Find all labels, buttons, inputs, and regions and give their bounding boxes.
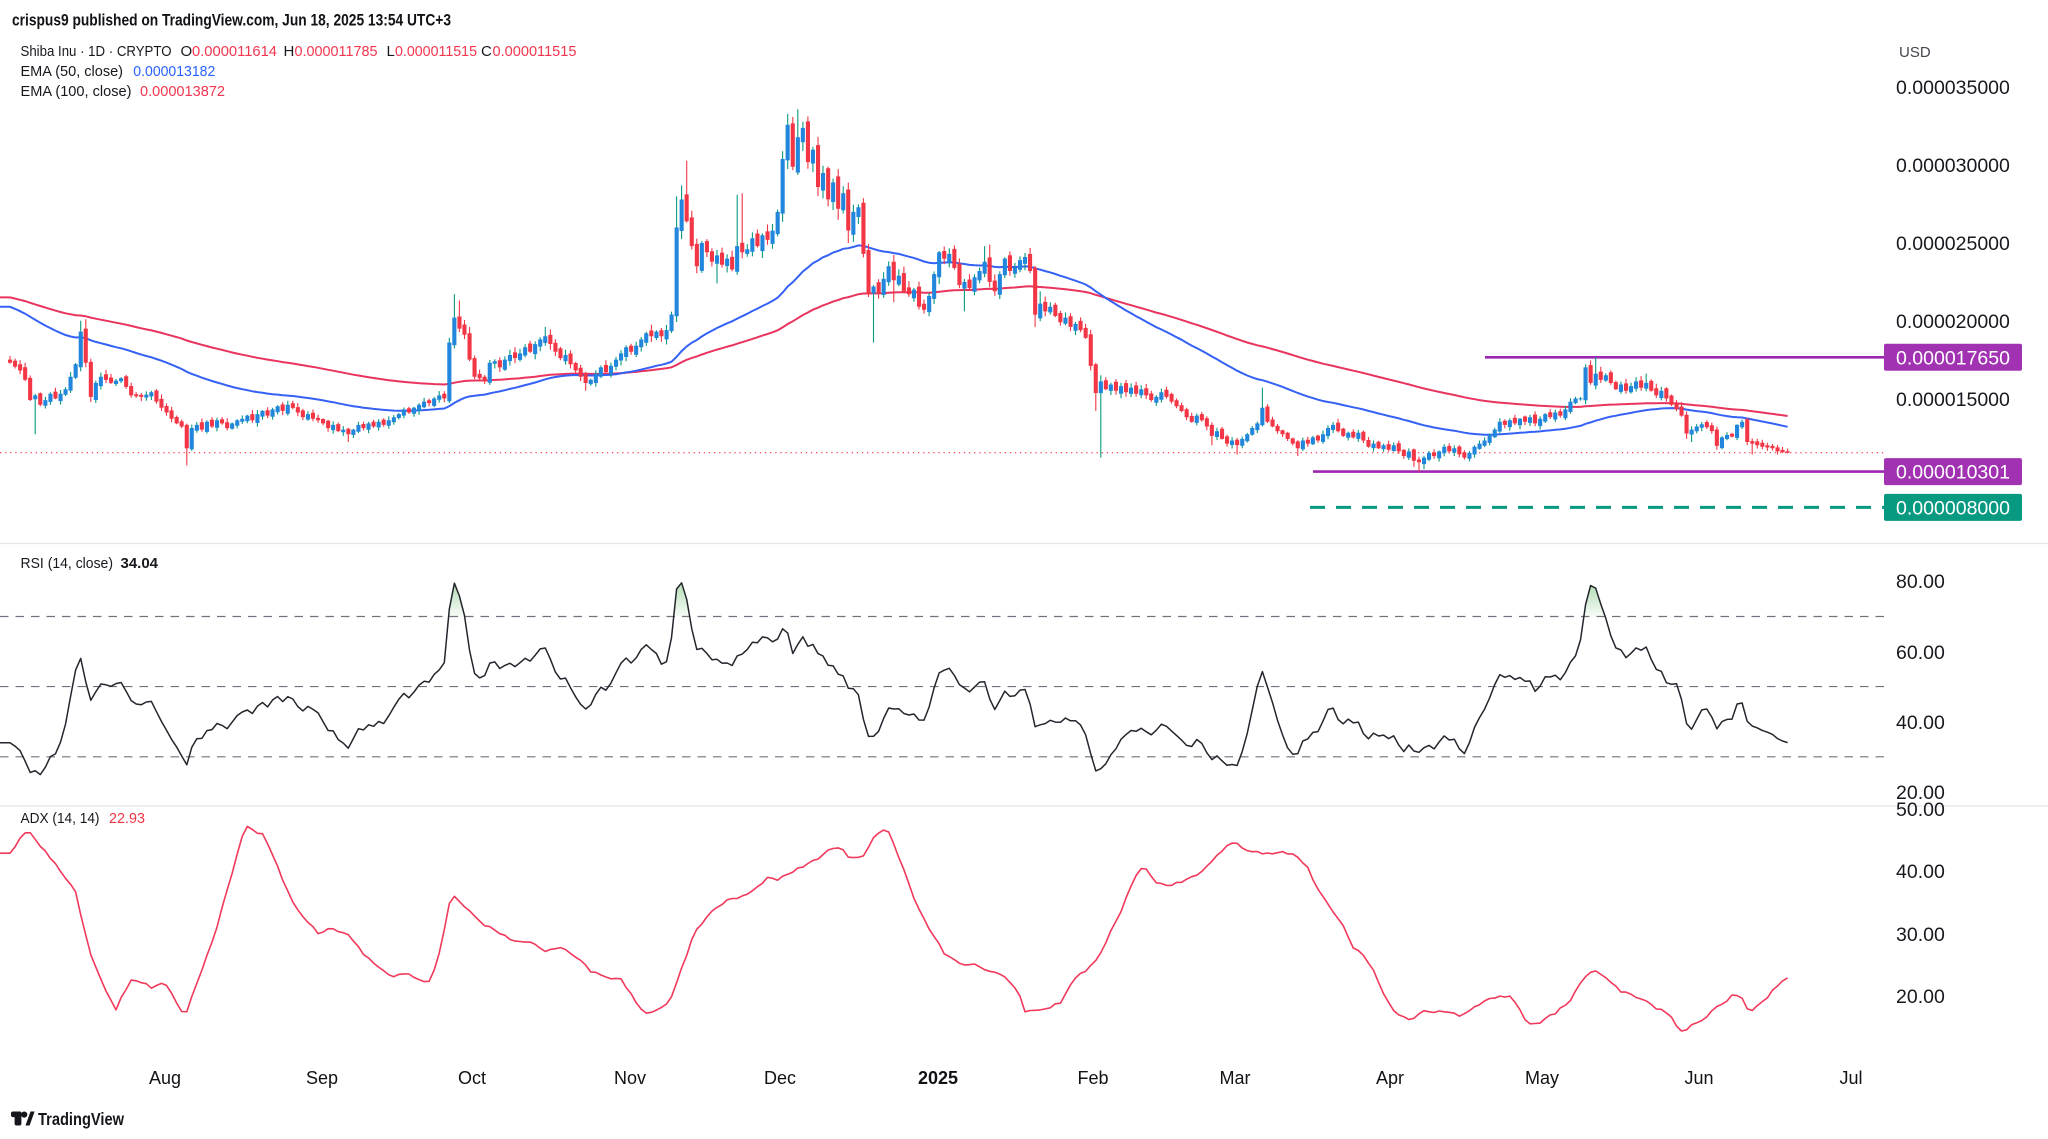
svg-text:0.000017650: 0.000017650 bbox=[1896, 347, 2010, 369]
svg-text:Jul: Jul bbox=[1839, 1068, 1862, 1088]
svg-text:Aug: Aug bbox=[149, 1068, 181, 1088]
svg-text:30.00: 30.00 bbox=[1896, 924, 1945, 946]
svg-text:40.00: 40.00 bbox=[1896, 712, 1945, 734]
svg-text:0.000013872: 0.000013872 bbox=[140, 83, 225, 100]
svg-text:20.00: 20.00 bbox=[1896, 986, 1945, 1008]
svg-text:TradingView: TradingView bbox=[38, 1109, 124, 1129]
svg-text:2025: 2025 bbox=[918, 1068, 958, 1088]
svg-text:May: May bbox=[1525, 1068, 1559, 1088]
svg-text:0.000035000: 0.000035000 bbox=[1896, 77, 2010, 99]
svg-text:0.000011515: 0.000011515 bbox=[395, 43, 477, 60]
svg-text:0.000011515: 0.000011515 bbox=[493, 43, 577, 60]
svg-text:Dec: Dec bbox=[764, 1068, 796, 1088]
svg-text:RSI (14, close): RSI (14, close) bbox=[21, 555, 114, 572]
svg-text:EMA (50, close): EMA (50, close) bbox=[21, 63, 124, 80]
svg-text:H: H bbox=[284, 43, 295, 60]
svg-text:Apr: Apr bbox=[1376, 1068, 1404, 1088]
svg-text:0.000015000: 0.000015000 bbox=[1896, 389, 2010, 411]
svg-text:0.000010301: 0.000010301 bbox=[1896, 462, 2010, 484]
svg-text:80.00: 80.00 bbox=[1896, 571, 1945, 593]
svg-text:crispus9 published on TradingV: crispus9 published on TradingView.com, J… bbox=[12, 11, 451, 30]
svg-text:O: O bbox=[181, 43, 193, 60]
svg-text:L: L bbox=[387, 43, 395, 60]
svg-text:0.000025000: 0.000025000 bbox=[1896, 233, 2010, 255]
svg-text:22.93: 22.93 bbox=[109, 810, 145, 827]
svg-text:0.000030000: 0.000030000 bbox=[1896, 155, 2010, 177]
svg-text:0.000013182: 0.000013182 bbox=[133, 63, 215, 80]
svg-text:0.000020000: 0.000020000 bbox=[1896, 311, 2010, 333]
svg-text:Shiba Inu · 1D · CRYPTO: Shiba Inu · 1D · CRYPTO bbox=[21, 43, 172, 60]
svg-text:0.000008000: 0.000008000 bbox=[1896, 497, 2010, 519]
svg-text:0.000011785: 0.000011785 bbox=[295, 43, 378, 60]
svg-text:Feb: Feb bbox=[1077, 1068, 1108, 1088]
svg-text:34.04: 34.04 bbox=[121, 555, 159, 572]
svg-text:40.00: 40.00 bbox=[1896, 861, 1945, 883]
svg-text:EMA (100, close): EMA (100, close) bbox=[21, 83, 132, 100]
svg-text:ADX (14, 14): ADX (14, 14) bbox=[21, 810, 100, 827]
svg-text:50.00: 50.00 bbox=[1896, 799, 1945, 821]
svg-text:USD: USD bbox=[1899, 44, 1931, 61]
svg-text:Nov: Nov bbox=[614, 1068, 646, 1088]
svg-text:Mar: Mar bbox=[1220, 1068, 1251, 1088]
svg-text:20.00: 20.00 bbox=[1896, 782, 1945, 804]
svg-text:0.000011614: 0.000011614 bbox=[192, 43, 277, 60]
svg-text:C: C bbox=[481, 43, 492, 60]
svg-text:Sep: Sep bbox=[306, 1068, 338, 1088]
svg-text:Jun: Jun bbox=[1684, 1068, 1713, 1088]
svg-text:60.00: 60.00 bbox=[1896, 642, 1945, 664]
svg-text:Oct: Oct bbox=[458, 1068, 486, 1088]
